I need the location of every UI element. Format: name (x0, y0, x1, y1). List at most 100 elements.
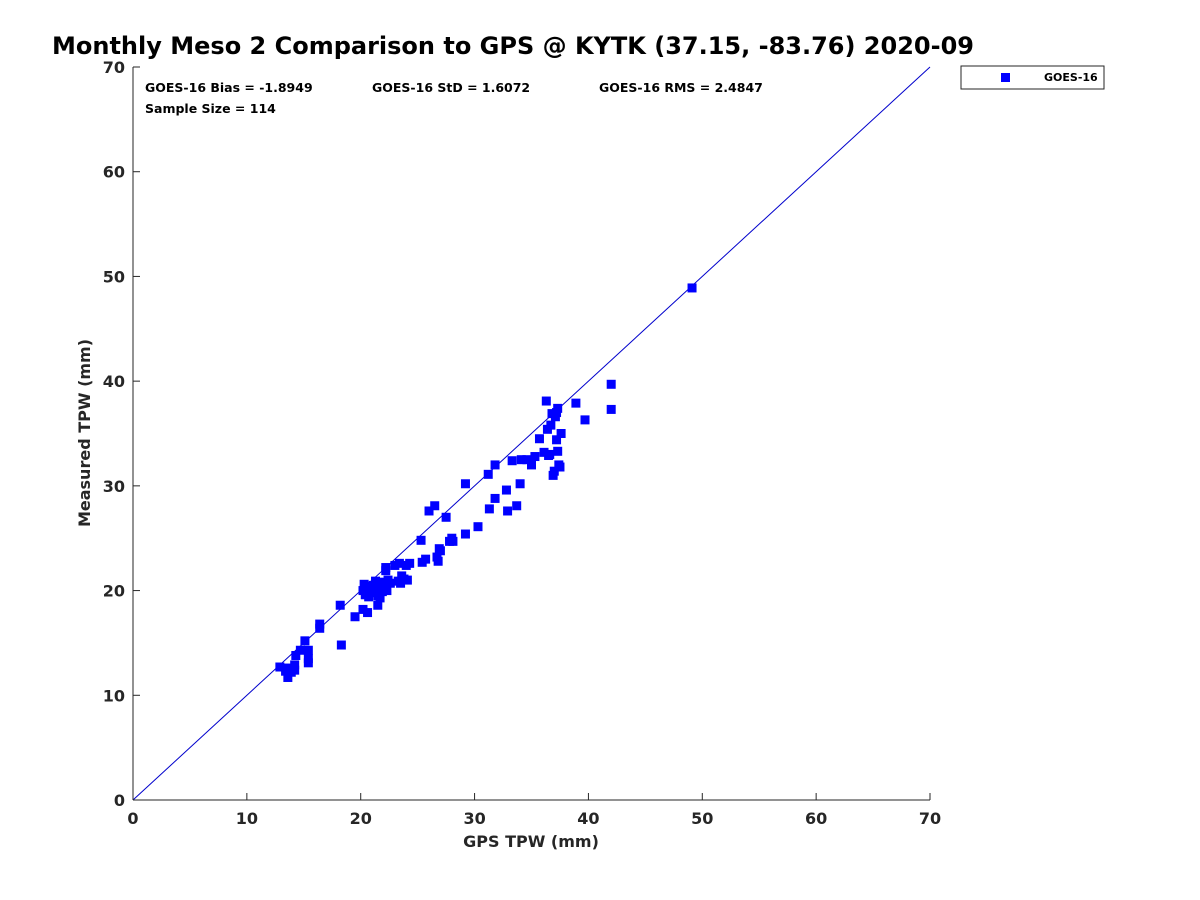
x-tick-label: 70 (919, 809, 941, 828)
data-point (336, 640, 346, 650)
data-point (448, 536, 458, 546)
y-tick-label: 60 (103, 163, 125, 182)
y-tick-label: 30 (103, 477, 125, 496)
data-points-goes16 (275, 283, 697, 682)
stat-std: GOES-16 StD = 1.6072 (372, 80, 530, 95)
legend-box (960, 65, 1105, 90)
y-tick-label: 70 (103, 58, 125, 77)
y-tick-label: 0 (114, 791, 125, 810)
data-point (282, 663, 292, 673)
x-tick-label: 50 (691, 809, 713, 828)
data-point (402, 575, 412, 585)
data-point (546, 420, 556, 430)
data-point (460, 529, 470, 539)
y-axis-label: Measured TPW (mm) (75, 339, 94, 527)
data-point (687, 283, 697, 293)
data-point (516, 455, 526, 465)
data-point (530, 452, 540, 462)
data-point (275, 662, 285, 672)
data-point (606, 379, 616, 389)
data-point (553, 403, 563, 413)
statistics-annotations: GOES-16 Bias = -1.8949 GOES-16 StD = 1.6… (145, 80, 763, 116)
data-point (553, 446, 563, 456)
data-point (430, 501, 440, 511)
data-point (371, 576, 381, 586)
data-point (501, 485, 511, 495)
data-point (527, 460, 536, 470)
plot-area: 0 10 20 30 40 50 60 70 0 10 20 30 40 50 60 70 (103, 58, 941, 828)
data-point (580, 415, 590, 425)
data-point (484, 504, 494, 514)
data-point (549, 466, 559, 476)
data-point (350, 612, 360, 622)
data-point (541, 396, 551, 406)
data-point (424, 506, 434, 516)
data-point (290, 660, 300, 670)
data-point (303, 645, 313, 655)
data-point (555, 462, 565, 472)
data-point (571, 398, 581, 408)
data-point (503, 506, 513, 516)
stat-rms: GOES-16 RMS = 2.4847 (599, 80, 763, 95)
legend-label-goes16: GOES-16 (1044, 71, 1098, 84)
data-point (556, 429, 566, 438)
data-point (385, 578, 395, 588)
data-point (375, 593, 385, 603)
data-point (552, 435, 562, 445)
data-point (460, 479, 470, 489)
data-point (473, 522, 483, 532)
stat-sample-size: Sample Size = 114 (145, 101, 276, 116)
x-tick-label: 60 (805, 809, 827, 828)
x-axis-label: GPS TPW (mm) (463, 832, 599, 851)
data-point (441, 512, 451, 522)
data-point (283, 672, 293, 682)
x-axis-ticks: 0 10 20 30 40 50 60 70 (127, 793, 941, 828)
data-point (515, 479, 525, 489)
data-point (534, 434, 544, 444)
y-tick-label: 20 (103, 582, 125, 601)
x-tick-label: 30 (463, 809, 485, 828)
data-point (358, 604, 368, 614)
legend-marker-goes16 (1001, 73, 1010, 82)
legend: GOES-16 (960, 65, 1105, 90)
data-point (421, 554, 431, 564)
y-tick-label: 50 (103, 267, 125, 286)
data-point (359, 579, 369, 589)
data-point (606, 404, 616, 414)
data-point (373, 600, 383, 610)
data-point (512, 501, 522, 511)
data-point (290, 665, 300, 675)
y-tick-label: 10 (103, 686, 125, 705)
x-tick-label: 40 (577, 809, 599, 828)
data-point (382, 586, 392, 596)
data-point (390, 560, 400, 570)
data-point (545, 449, 555, 459)
data-point (303, 654, 313, 664)
stat-bias: GOES-16 Bias = -1.8949 (145, 80, 313, 95)
data-point (416, 535, 426, 545)
data-point (363, 608, 373, 618)
data-point (394, 558, 404, 568)
data-point (367, 588, 377, 598)
data-point (381, 566, 391, 576)
data-point (507, 456, 517, 466)
data-point (405, 558, 415, 568)
data-point (522, 455, 532, 465)
data-point (435, 546, 445, 556)
one-to-one-reference-line (132, 66, 931, 801)
data-point (295, 645, 305, 655)
y-tick-label: 40 (103, 372, 125, 391)
chart-title: Monthly Meso 2 Comparison to GPS @ KYTK … (52, 32, 974, 60)
data-point (335, 600, 345, 610)
data-point (291, 650, 301, 660)
x-tick-label: 10 (236, 809, 258, 828)
y-axis-ticks: 0 10 20 30 40 50 60 70 (103, 58, 140, 810)
data-point (433, 556, 443, 566)
data-point (490, 460, 500, 470)
data-point (490, 493, 500, 503)
data-point (300, 636, 310, 646)
data-point (483, 469, 493, 479)
data-point (315, 619, 325, 629)
x-tick-label: 20 (350, 809, 372, 828)
